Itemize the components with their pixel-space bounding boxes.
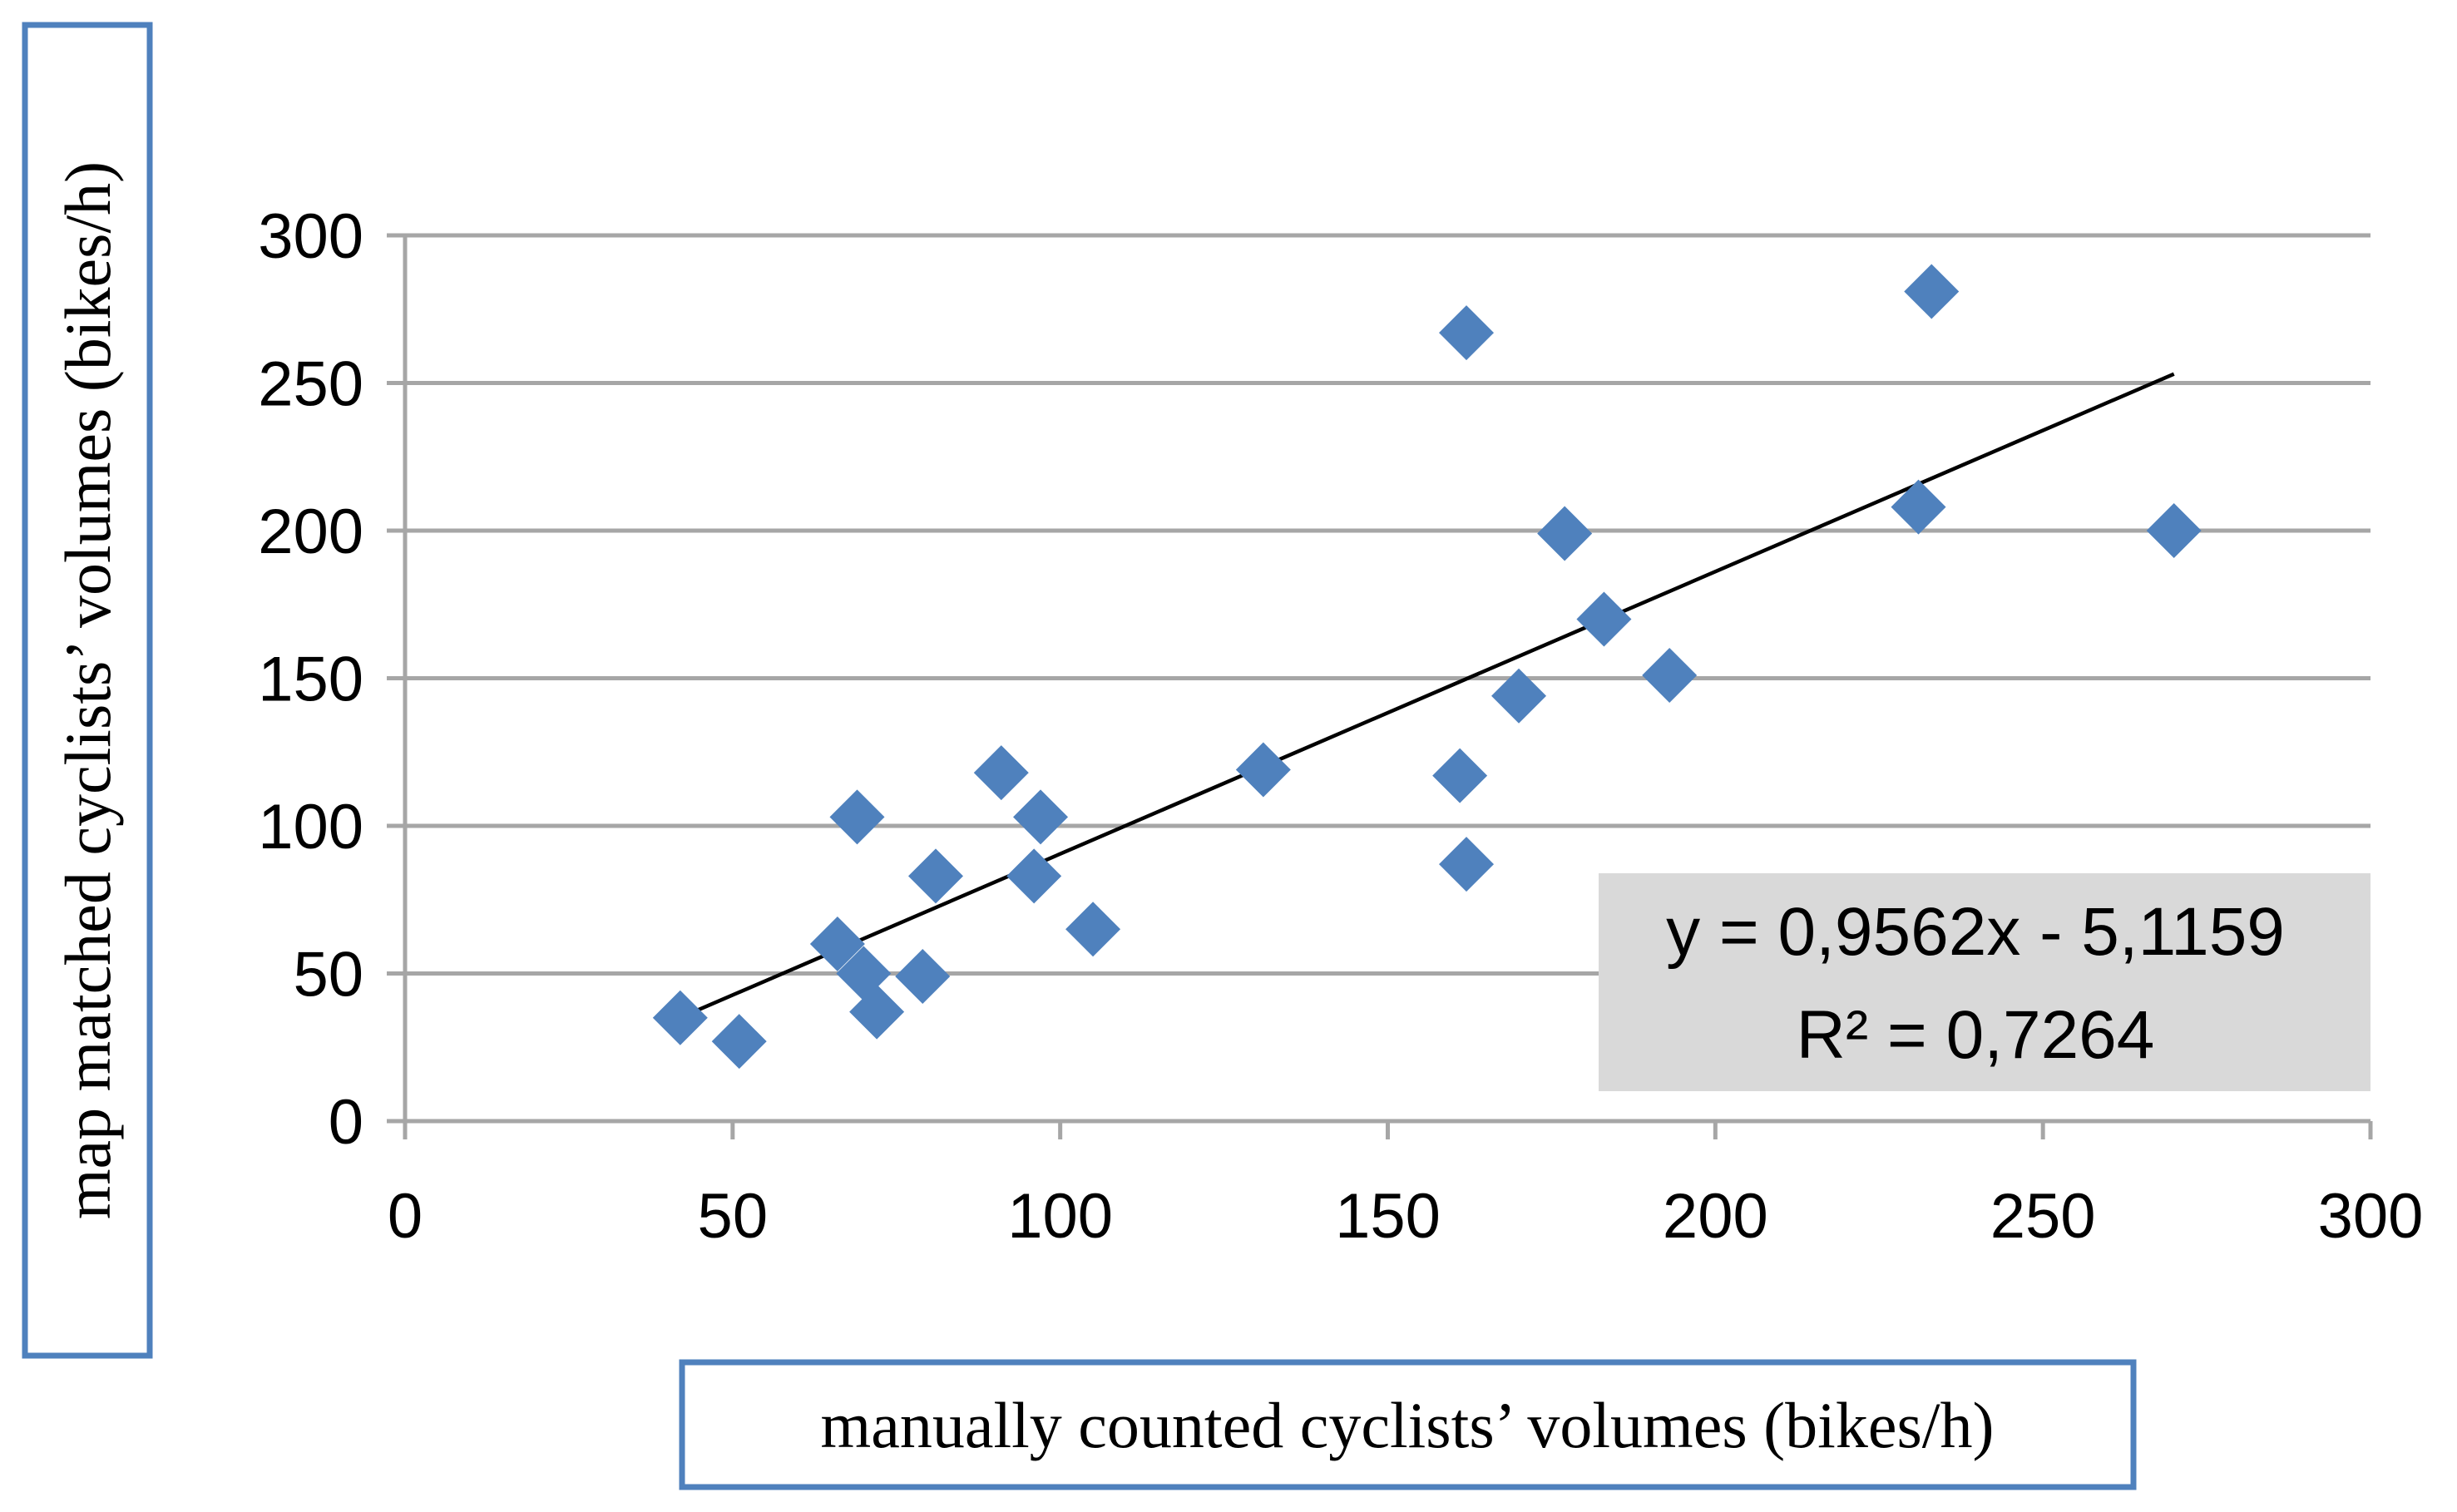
- trendline: [685, 372, 2175, 1017]
- data-point: [1065, 902, 1121, 957]
- data-point: [1235, 742, 1291, 798]
- y-tick-label: 250: [258, 349, 363, 420]
- x-tick-label: 250: [1990, 1181, 2096, 1252]
- x-tick-label: 300: [2318, 1181, 2424, 1252]
- x-tick-label: 50: [698, 1181, 769, 1252]
- equation-box: [1599, 873, 2370, 1091]
- x-tick-label: 200: [1663, 1181, 1768, 1252]
- data-point: [1013, 789, 1069, 845]
- tick-labels: 0 50 100 150 200 250 300 0 50 100 150 200 250 300: [258, 201, 2423, 1252]
- data-points: [652, 264, 2202, 1070]
- data-point: [1491, 668, 1547, 724]
- data-point: [809, 917, 865, 971]
- gridlines: [405, 233, 2370, 976]
- y-tick-label: 200: [258, 497, 363, 567]
- r-squared-label: R² = 0,7264: [1797, 997, 2155, 1073]
- data-point: [849, 984, 905, 1040]
- data-point: [973, 745, 1029, 801]
- data-point: [1576, 591, 1632, 647]
- x-axis-title: manually counted cyclists’ volumes (bike…: [821, 1389, 1995, 1461]
- x-tick-label: 0: [388, 1181, 423, 1252]
- regression-equation: y = 0,9562x - 5,1159: [1666, 894, 2285, 970]
- y-tick-label: 300: [258, 201, 363, 272]
- x-axis-title-box: [679, 1359, 2137, 1490]
- data-point: [2146, 503, 2202, 558]
- data-point: [908, 848, 964, 904]
- data-point: [1439, 837, 1495, 892]
- data-point: [711, 1014, 767, 1070]
- data-point: [1006, 848, 1062, 904]
- data-point: [829, 789, 885, 845]
- y-axis-title-box: [22, 22, 153, 1359]
- data-point: [1432, 748, 1488, 803]
- data-point: [1642, 647, 1698, 703]
- x-tick-label: 150: [1335, 1181, 1441, 1252]
- data-point: [895, 949, 951, 1005]
- y-tick-label: 0: [329, 1087, 363, 1158]
- y-tick-label: 50: [293, 940, 363, 1010]
- y-axis-title: map matched cyclists’ volumes (bikes/h): [52, 161, 124, 1219]
- data-point: [1537, 506, 1593, 561]
- data-point: [652, 990, 708, 1045]
- data-point: [1891, 479, 1946, 535]
- y-tick-label: 100: [258, 792, 363, 862]
- data-point: [1904, 264, 1960, 319]
- data-point: [1439, 305, 1495, 361]
- x-tick-label: 100: [1007, 1181, 1113, 1252]
- trendline-group: [685, 372, 2175, 1017]
- axes: [387, 233, 2373, 1139]
- y-tick-label: 150: [258, 645, 363, 715]
